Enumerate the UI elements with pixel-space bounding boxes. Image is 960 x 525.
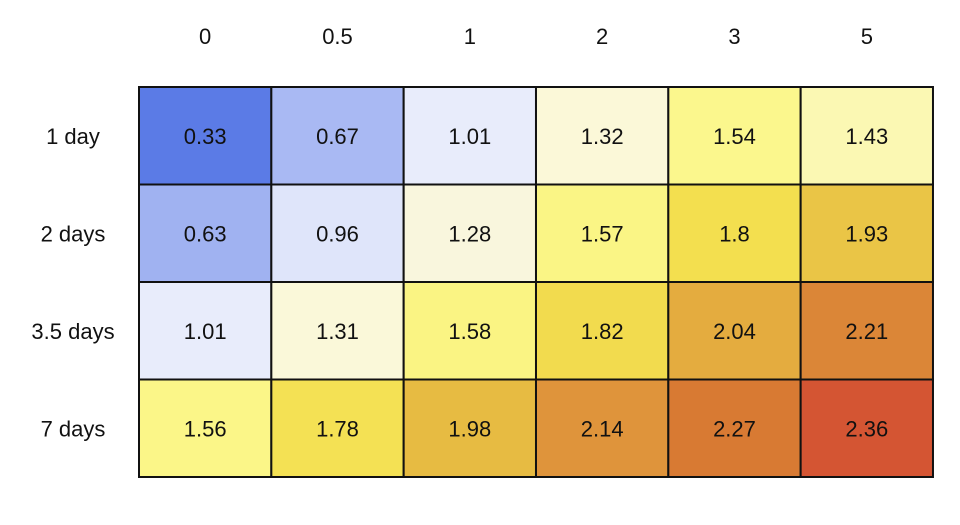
heatmap-cell xyxy=(402,378,537,478)
cell-value-label: 2.04 xyxy=(713,319,756,344)
cell-value-label: 1.93 xyxy=(845,221,888,246)
x-tick-label: 5 xyxy=(861,24,873,49)
heatmap-cell xyxy=(667,281,802,381)
cell-value-label: 1.78 xyxy=(316,416,359,441)
cell-value-label: 1.57 xyxy=(581,221,624,246)
heatmap-cell xyxy=(138,378,273,478)
cell-value-label: 1.43 xyxy=(845,124,888,149)
y-tick-label: 2 days xyxy=(41,221,106,246)
cell-value-label: 1.28 xyxy=(448,221,491,246)
heatmap-cell xyxy=(402,86,537,186)
cell-value-label: 2.21 xyxy=(845,319,888,344)
cell-value-label: 1.82 xyxy=(581,319,624,344)
heatmap-cell xyxy=(138,86,273,186)
cell-value-label: 2.27 xyxy=(713,416,756,441)
heatmap-cell xyxy=(799,281,934,381)
cell-value-label: 1.31 xyxy=(316,319,359,344)
heatmap-cell xyxy=(270,378,405,478)
x-tick-label: 1 xyxy=(464,24,476,49)
x-tick-label: 0.5 xyxy=(322,24,353,49)
y-tick-label: 3.5 days xyxy=(31,319,114,344)
cell-value-label: 1.58 xyxy=(448,319,491,344)
heatmap-cell xyxy=(799,183,934,283)
heatmap-cell xyxy=(799,378,934,478)
heatmap-cell xyxy=(799,86,934,186)
heatmap-cell xyxy=(534,378,670,478)
heatmap-cell xyxy=(534,281,670,381)
cell-value-label: 1.8 xyxy=(719,221,750,246)
cell-value-label: 1.56 xyxy=(184,416,227,441)
x-tick-label: 0 xyxy=(199,24,211,49)
heatmap-cell xyxy=(270,183,405,283)
y-tick-label: 1 day xyxy=(46,124,100,149)
heatmap-cell xyxy=(534,183,670,283)
cell-value-label: 1.32 xyxy=(581,124,624,149)
cell-value-label: 0.63 xyxy=(184,221,227,246)
cell-value-label: 1.54 xyxy=(713,124,756,149)
heatmap-cell xyxy=(270,281,405,381)
cell-value-label: 2.14 xyxy=(581,416,624,441)
heatmap-cell xyxy=(667,378,802,478)
x-tick-label: 3 xyxy=(728,24,740,49)
heatmap-cell xyxy=(270,86,405,186)
cell-value-label: 1.98 xyxy=(448,416,491,441)
cell-value-label: 2.36 xyxy=(845,416,888,441)
cell-value-label: 0.33 xyxy=(184,124,227,149)
cell-value-label: 0.96 xyxy=(316,221,359,246)
cell-value-label: 0.67 xyxy=(316,124,359,149)
x-tick-label: 2 xyxy=(596,24,608,49)
cell-value-label: 1.01 xyxy=(184,319,227,344)
y-tick-label: 7 days xyxy=(41,416,106,441)
cell-value-label: 1.01 xyxy=(448,124,491,149)
